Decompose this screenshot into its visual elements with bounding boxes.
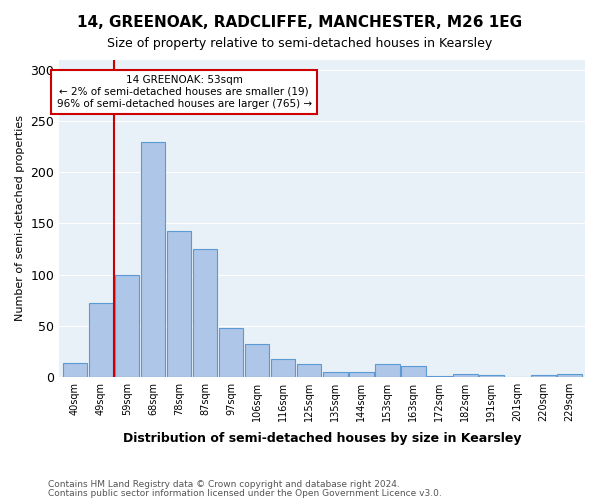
Bar — [401, 366, 425, 376]
Text: Contains HM Land Registry data © Crown copyright and database right 2024.: Contains HM Land Registry data © Crown c… — [48, 480, 400, 489]
X-axis label: Distribution of semi-detached houses by size in Kearsley: Distribution of semi-detached houses by … — [123, 432, 521, 445]
Y-axis label: Number of semi-detached properties: Number of semi-detached properties — [15, 116, 25, 322]
Bar — [245, 344, 269, 376]
Bar — [193, 249, 217, 376]
Bar — [349, 372, 374, 376]
Bar — [62, 364, 87, 376]
Text: Contains public sector information licensed under the Open Government Licence v3: Contains public sector information licen… — [48, 489, 442, 498]
Bar — [140, 142, 166, 376]
Bar — [323, 372, 347, 376]
Bar — [557, 374, 582, 376]
Bar — [297, 364, 322, 376]
Bar — [375, 364, 400, 376]
Text: 14, GREENOAK, RADCLIFFE, MANCHESTER, M26 1EG: 14, GREENOAK, RADCLIFFE, MANCHESTER, M26… — [77, 15, 523, 30]
Bar — [271, 360, 295, 376]
Bar — [218, 328, 244, 376]
Text: Size of property relative to semi-detached houses in Kearsley: Size of property relative to semi-detach… — [107, 38, 493, 51]
Bar — [479, 374, 503, 376]
Bar — [115, 274, 139, 376]
Bar — [89, 303, 113, 376]
Bar — [531, 374, 556, 376]
Bar — [167, 230, 191, 376]
Bar — [453, 374, 478, 376]
Text: 14 GREENOAK: 53sqm
← 2% of semi-detached houses are smaller (19)
96% of semi-det: 14 GREENOAK: 53sqm ← 2% of semi-detached… — [56, 76, 312, 108]
